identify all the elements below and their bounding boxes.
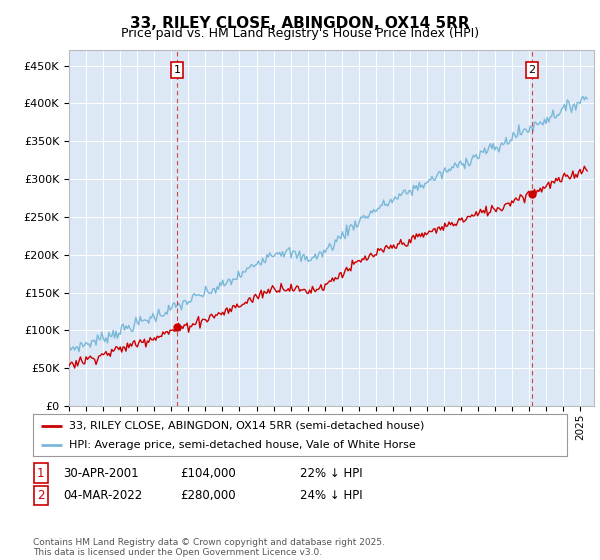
Text: 33, RILEY CLOSE, ABINGDON, OX14 5RR (semi-detached house): 33, RILEY CLOSE, ABINGDON, OX14 5RR (sem…	[70, 421, 425, 431]
Text: 2: 2	[37, 489, 44, 502]
Text: 22% ↓ HPI: 22% ↓ HPI	[300, 466, 362, 480]
Text: 1: 1	[37, 466, 44, 480]
Text: 1: 1	[173, 65, 181, 75]
Text: 2: 2	[529, 65, 536, 75]
Text: 33, RILEY CLOSE, ABINGDON, OX14 5RR: 33, RILEY CLOSE, ABINGDON, OX14 5RR	[130, 16, 470, 31]
Text: 04-MAR-2022: 04-MAR-2022	[63, 489, 142, 502]
Text: 24% ↓ HPI: 24% ↓ HPI	[300, 489, 362, 502]
Text: £280,000: £280,000	[180, 489, 236, 502]
Text: £104,000: £104,000	[180, 466, 236, 480]
Text: 30-APR-2001: 30-APR-2001	[63, 466, 139, 480]
Text: Price paid vs. HM Land Registry's House Price Index (HPI): Price paid vs. HM Land Registry's House …	[121, 27, 479, 40]
Text: HPI: Average price, semi-detached house, Vale of White Horse: HPI: Average price, semi-detached house,…	[70, 440, 416, 450]
Text: Contains HM Land Registry data © Crown copyright and database right 2025.
This d: Contains HM Land Registry data © Crown c…	[33, 538, 385, 557]
